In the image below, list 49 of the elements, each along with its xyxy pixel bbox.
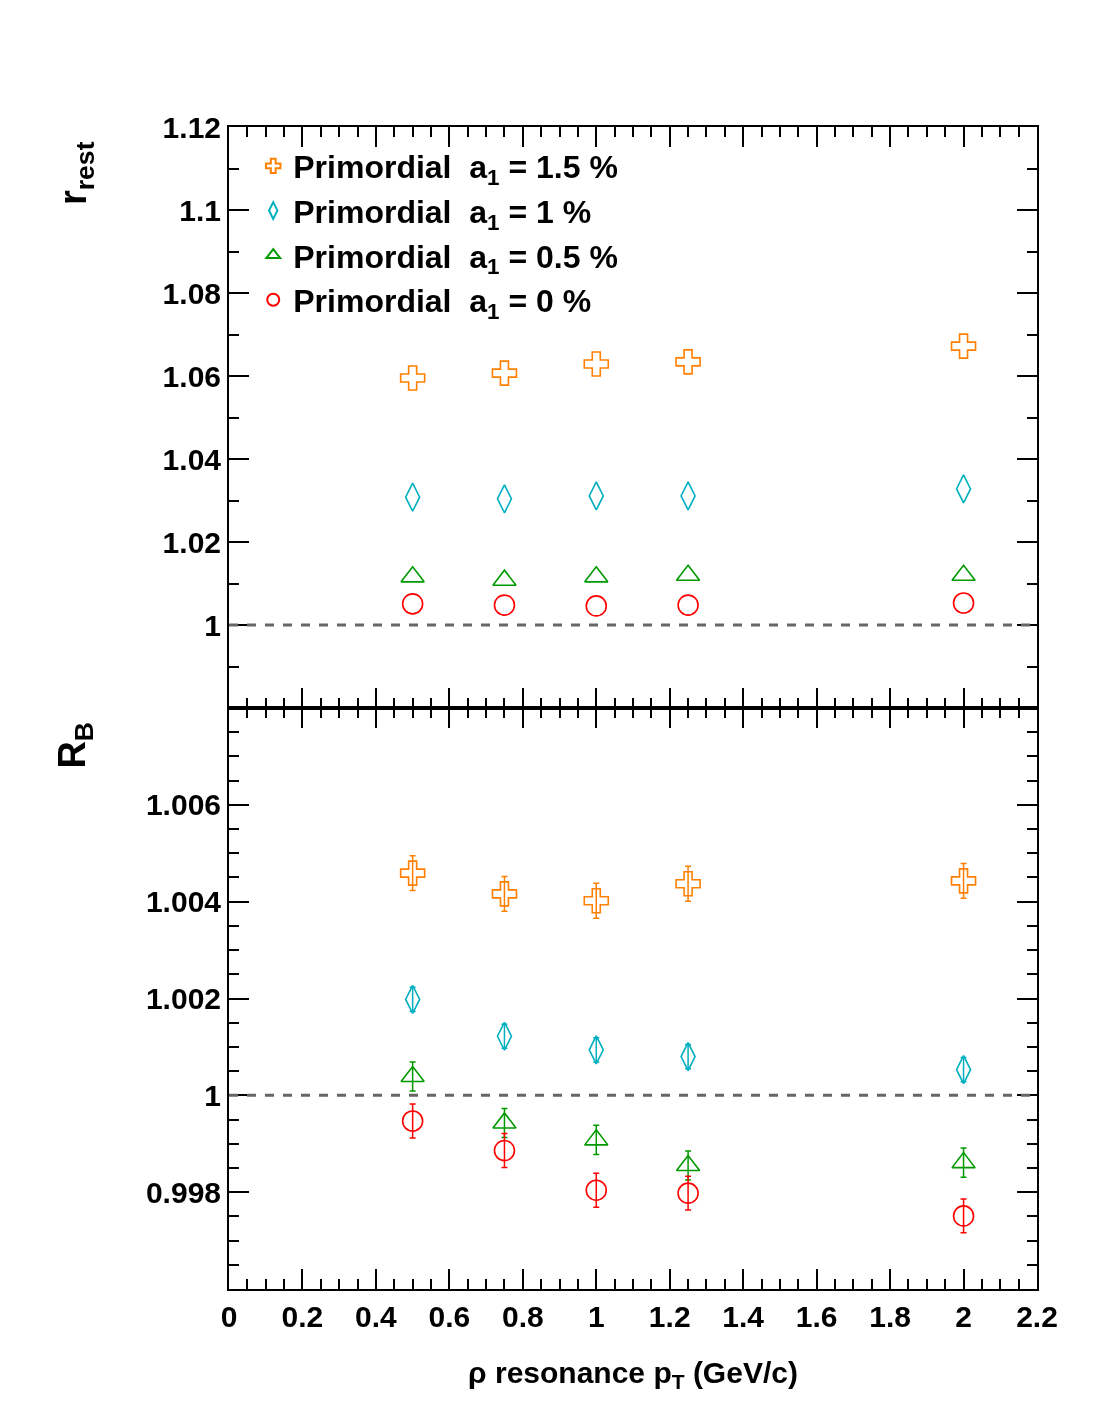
y-tick-label: 1.004 [145, 885, 222, 919]
x-tick-label: 0 [220, 1300, 238, 1333]
x-tick-label: 1 [587, 1300, 605, 1333]
point [677, 1182, 699, 1204]
x-tick-label: 0.6 [428, 1300, 471, 1333]
legend-label: Primordial a$_{1}$ = 1.5 % [293, 149, 618, 191]
point [585, 595, 608, 617]
legend-label: Primordial a$_{1}$ = 0 % [293, 283, 592, 324]
point [583, 887, 610, 914]
x-tick-label: 0.8 [501, 1300, 544, 1333]
y-tick-label: 1.1 [179, 193, 221, 227]
x-axis-title: ρ resonance p$_{T}$ (GeV/c) [468, 1356, 798, 1394]
y-tick-label: 1.002 [145, 982, 221, 1015]
point [675, 349, 701, 375]
point [493, 594, 516, 616]
point [950, 333, 977, 359]
y-tick-label: 1.08 [162, 276, 221, 310]
y-tick-label: 0.998 [145, 1175, 221, 1209]
x-tick-label: 1.4 [722, 1300, 765, 1333]
legend-label: Primordial a$_{1}$ = 1 % [293, 194, 592, 235]
legend-label: Primordial a$_{1}$ = 0.5 % [293, 238, 618, 280]
point [399, 365, 426, 391]
x-tick-label: 0.2 [281, 1300, 324, 1333]
point [950, 868, 977, 894]
point [675, 870, 701, 897]
point [493, 1139, 516, 1162]
x-tick-label: 2 [955, 1300, 972, 1333]
point [952, 1205, 975, 1227]
y-tick-label: 1 [204, 608, 221, 642]
point [401, 593, 424, 615]
point [399, 860, 426, 886]
x-tick-label: 1.6 [795, 1300, 838, 1333]
y-tick-label: 1.12 [162, 110, 221, 144]
point [583, 351, 610, 377]
x-tick-label: 1.8 [869, 1300, 911, 1333]
point [491, 881, 518, 907]
y-tick-label: 1.04 [162, 442, 222, 476]
y-tick-label: 1 [204, 1078, 221, 1112]
point [401, 1110, 424, 1132]
point [952, 592, 975, 614]
point [585, 1179, 608, 1202]
x-tick-label: 1.2 [648, 1300, 691, 1333]
point [491, 360, 518, 386]
y-tick-label: 1.06 [162, 359, 221, 393]
point [677, 594, 699, 616]
y-tick-label: 1.02 [162, 525, 221, 559]
y-tick-label: 1.006 [145, 788, 221, 822]
x-tick-label: 2.2 [1016, 1300, 1058, 1333]
x-tick-label: 0.4 [355, 1300, 398, 1333]
